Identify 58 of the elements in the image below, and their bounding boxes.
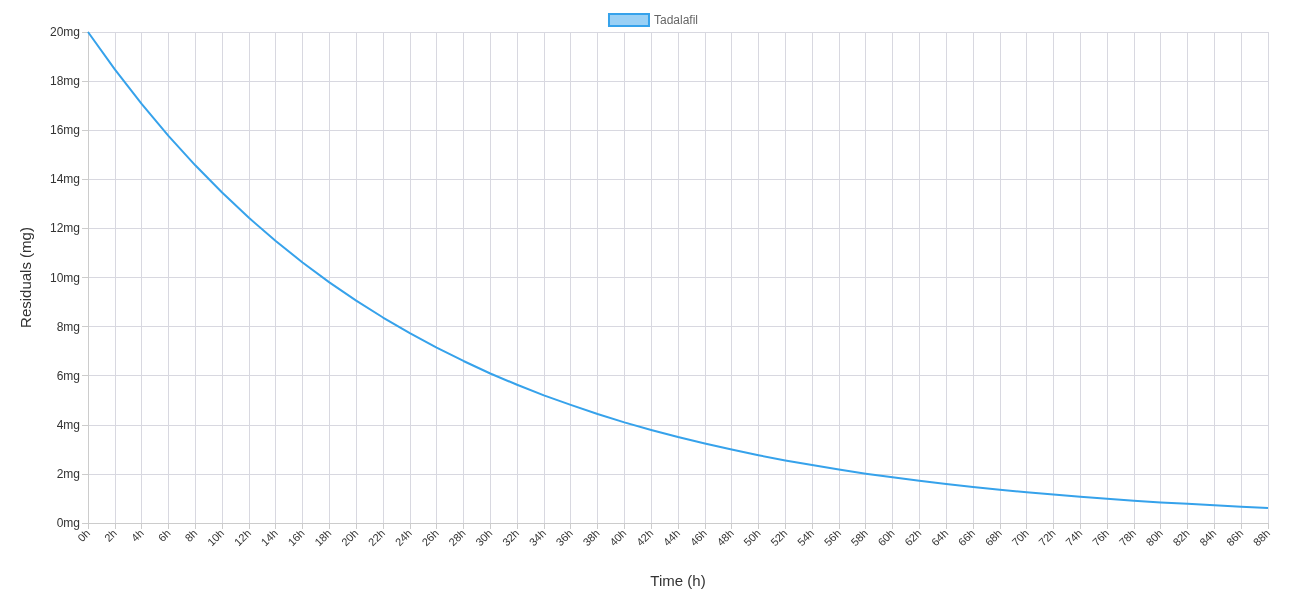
x-tick-label: 6h [155, 526, 173, 544]
x-tick-label: 2h [101, 526, 120, 544]
y-tick-label: 18mg [49, 74, 80, 89]
y-tick-label: 20mg [49, 25, 80, 39]
x-tick-label: 42h [633, 526, 656, 549]
x-tick-label: 46h [687, 526, 710, 549]
x-tick-label: 18h [312, 526, 334, 549]
x-tick-label: 32h [499, 526, 522, 549]
x-tick-label: 74h [1063, 526, 1085, 549]
x-tick-label: 38h [580, 526, 602, 549]
y-tick-label: 8mg [56, 319, 80, 334]
x-tick-label: 16h [285, 526, 307, 549]
x-tick-label: 86h [1223, 526, 1246, 549]
x-tick-label: 30h [473, 526, 495, 549]
x-tick-label: 40h [607, 526, 629, 549]
x-tick-label: 70h [1009, 526, 1031, 549]
x-tick-label: 36h [553, 526, 575, 549]
x-tick-label: 64h [928, 526, 951, 549]
x-tick-label: 26h [419, 526, 441, 549]
x-tick-label: 66h [955, 526, 978, 549]
x-tick-label: 62h [902, 526, 924, 549]
y-tick-label: 12mg [49, 221, 80, 236]
y-axis-title: Residuals (mg) [17, 227, 34, 328]
x-tick-label: 52h [768, 526, 790, 549]
y-tick-label: 14mg [49, 172, 80, 187]
x-tick-label: 28h [446, 526, 468, 549]
x-tick-label: 88h [1250, 526, 1273, 549]
x-tick-label: 22h [365, 526, 388, 549]
x-tick-label: 4h [128, 526, 146, 544]
x-tick-label: 54h [794, 526, 817, 549]
y-tick-label: 0mg [56, 516, 80, 530]
x-tick-label: 24h [392, 526, 415, 549]
x-tick-label: 44h [660, 526, 683, 549]
x-tick-label: 10h [204, 526, 227, 549]
legend-label: Tadalafil [653, 13, 699, 27]
y-tick-label: 10mg [49, 270, 80, 285]
x-tick-label: 84h [1197, 526, 1219, 549]
x-tick-label: 8h [182, 526, 200, 544]
x-tick-label: 20h [338, 526, 361, 549]
x-tick-label: 72h [1036, 526, 1058, 549]
x-tick-label: 12h [231, 526, 254, 549]
x-tick-label: 60h [875, 526, 897, 549]
y-tick-label: 4mg [56, 417, 80, 432]
x-tick-label: 82h [1170, 526, 1192, 549]
x-tick-label: 48h [714, 526, 736, 549]
y-tick-label: 6mg [56, 368, 80, 383]
x-tick-label: 34h [526, 526, 549, 549]
y-tick-label: 16mg [49, 123, 80, 138]
x-tick-label: 50h [741, 526, 763, 549]
x-axis-title: Time (h) [650, 572, 706, 589]
x-tick-label: 14h [258, 526, 280, 549]
x-tick-label: 80h [1143, 526, 1165, 549]
x-tick-label: 68h [982, 526, 1005, 549]
x-tick-label: 78h [1116, 526, 1139, 549]
x-tick-label: 76h [1089, 526, 1112, 549]
x-tick-label: 56h [821, 526, 844, 549]
y-tick-label: 2mg [56, 466, 80, 481]
x-tick-label: 58h [848, 526, 870, 549]
